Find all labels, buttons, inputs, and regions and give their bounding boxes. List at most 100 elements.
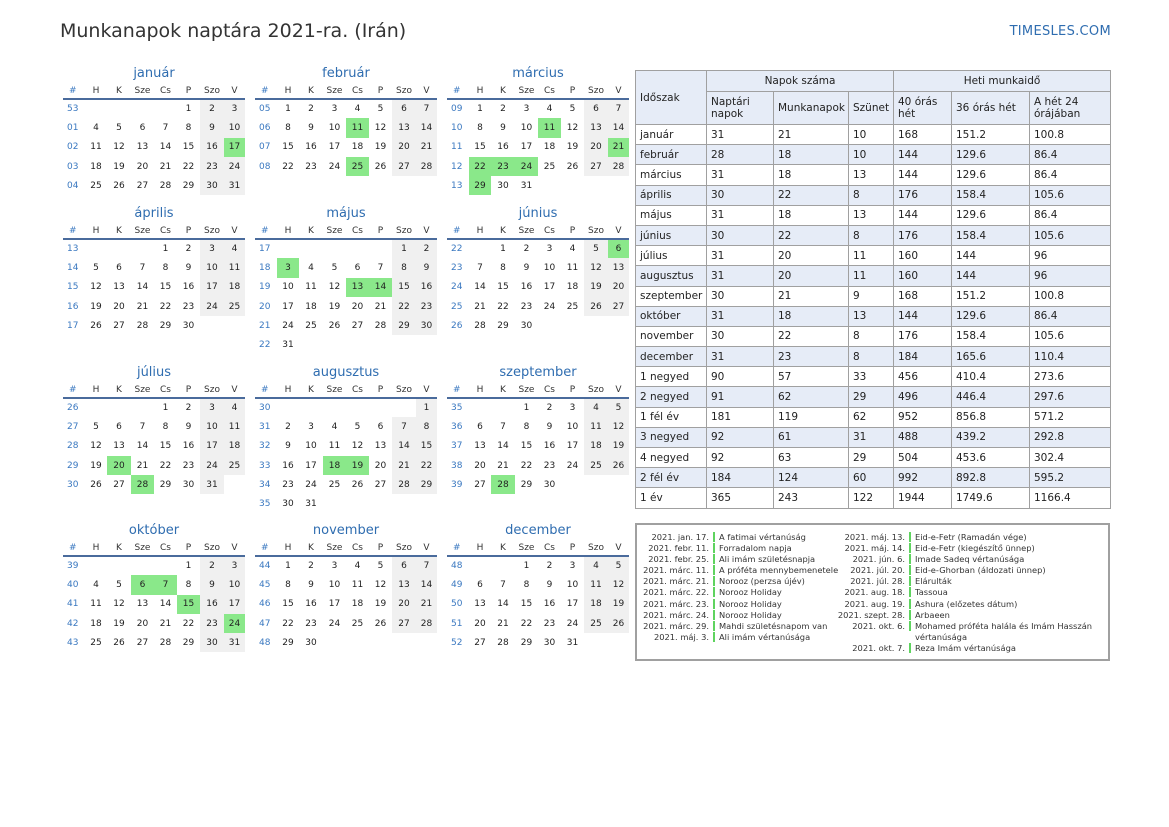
day-cell: 2	[523, 244, 530, 255]
page-title: Munkanapok naptára 2021-ra. (Irán)	[60, 20, 407, 42]
holiday-marker	[713, 609, 715, 620]
week-row: 48 1 2 3 4 5	[447, 556, 629, 576]
week-number: 39	[67, 561, 79, 572]
day-header: P	[369, 541, 392, 557]
week-row: 09 1 2 3 4 5 6 7	[447, 99, 629, 119]
week-number: 18	[259, 262, 271, 273]
summary-value: 856.8	[951, 406, 1030, 428]
day-cell: 1	[162, 244, 169, 255]
day-cell: 4	[354, 561, 361, 572]
day-cell-empty	[277, 239, 299, 258]
day-cell: 15	[497, 282, 509, 293]
day-header: Cs	[538, 383, 561, 399]
day-header: Cs	[154, 84, 177, 100]
holiday-date: 2021. aug. 18.	[844, 587, 905, 598]
day-cell: 28	[416, 156, 437, 177]
day-cell: 13	[474, 441, 486, 452]
summary-row: 1 év 365 243 122 1944 1749.6 1166.4	[635, 487, 1112, 509]
week-row: 43 25 26 27 28 29 30 31	[63, 633, 245, 653]
summary-value: 18	[773, 164, 849, 186]
day-cell: 13	[474, 599, 486, 610]
day-cell: 10	[224, 118, 245, 138]
day-header: Cs	[538, 541, 561, 557]
week-number: 53	[67, 104, 79, 115]
day-cell: 31	[566, 637, 579, 648]
day-header: H	[277, 541, 299, 557]
day-cell: 3	[277, 258, 299, 278]
day-cell-empty	[369, 494, 392, 513]
week-number: 39	[451, 479, 463, 490]
day-cell-empty	[469, 398, 491, 417]
day-header-row: # H K Sze Cs P Szo V	[447, 84, 629, 100]
day-header: K	[299, 383, 323, 399]
day-cell: 5	[584, 239, 608, 259]
day-header-row: # H K Sze Cs P Szo V	[447, 541, 629, 557]
day-cell: 17	[566, 441, 579, 452]
day-cell: 1	[285, 104, 291, 115]
holiday-name: Tassoua	[915, 587, 948, 598]
day-cell: 27	[474, 637, 486, 648]
summary-period: 1 fél év	[635, 406, 707, 428]
summary-value: 456	[893, 366, 952, 388]
holiday-name: Elárulták	[915, 576, 952, 587]
day-header: #	[447, 383, 469, 399]
day-cell: 22	[416, 455, 437, 476]
day-header: V	[416, 224, 437, 240]
day-cell: 24	[328, 618, 341, 629]
day-cell: 19	[90, 460, 102, 471]
day-cell: 16	[282, 460, 294, 471]
day-cell: 30	[200, 176, 224, 196]
day-cell: 9	[308, 579, 314, 590]
calendar-grid: január # H K Sze Cs P Szo V 53 1 2 3 01 4 5 6 7 8 9 10 02 11 12…	[63, 64, 629, 671]
summary-row: július 31 20 11 160 144 96	[635, 245, 1112, 267]
holiday-entry: 2021. júl. 20. Eid-e-Ghorban (áldozati ün…	[837, 565, 1109, 576]
day-cell-empty	[369, 398, 392, 417]
summary-value: 22	[773, 325, 849, 348]
summary-value: 158.4	[951, 184, 1030, 206]
week-number: 08	[259, 161, 271, 172]
day-header: #	[63, 224, 85, 240]
week-row: 48 29 30	[255, 633, 437, 652]
day-cell-empty	[608, 316, 629, 335]
day-cell: 6	[131, 575, 154, 595]
day-cell: 24	[200, 455, 224, 476]
day-header: Szo	[200, 224, 224, 240]
day-cell-empty	[85, 239, 107, 258]
day-cell: 18	[584, 436, 608, 456]
day-cell: 13	[608, 258, 629, 278]
summary-value: 8	[848, 184, 894, 206]
day-cell: 16	[182, 282, 195, 293]
day-cell: 1	[477, 104, 483, 115]
summary-period: 2 fél év	[635, 467, 707, 489]
day-cell-empty	[154, 99, 177, 118]
summary-value: 21	[773, 123, 849, 146]
day-cell-empty	[85, 99, 107, 118]
day-cell: 6	[116, 262, 122, 273]
day-cell: 9	[308, 122, 314, 133]
summary-value: 57	[773, 366, 849, 388]
day-cell: 5	[116, 579, 122, 590]
summary-value: 1944	[893, 487, 952, 509]
day-cell: 22	[520, 618, 533, 629]
day-cell: 28	[416, 613, 437, 634]
day-cell: 5	[116, 122, 122, 133]
holiday-entry: 2021. okt. 6. Mohamed próféta halála és I…	[837, 620, 1109, 643]
day-cell: 17	[282, 301, 294, 312]
day-header: P	[369, 383, 392, 399]
day-cell: 10	[282, 282, 294, 293]
day-header: Szo	[392, 383, 416, 399]
brand-link[interactable]: TIMESLES.COM	[1009, 24, 1111, 39]
day-cell: 1	[523, 403, 530, 414]
holiday-marker	[713, 631, 715, 642]
summary-value: 31	[706, 265, 774, 287]
day-cell-empty	[584, 475, 608, 494]
day-cell: 30	[543, 637, 556, 648]
day-cell: 23	[305, 618, 317, 629]
day-cell: 28	[159, 637, 172, 648]
month-calendar: július # H K Sze Cs P Szo V 26 1 2 3 4 27 5 6 7 8 9 10 11 28 12…	[63, 363, 245, 521]
holiday-name: Eid-e-Ghorban (áldozati ünnep)	[915, 565, 1046, 576]
summary-value: 31	[848, 426, 894, 449]
holiday-date: 2021. szept. 28.	[837, 609, 905, 620]
week-number: 48	[451, 561, 463, 572]
day-cell: 23	[305, 161, 317, 172]
